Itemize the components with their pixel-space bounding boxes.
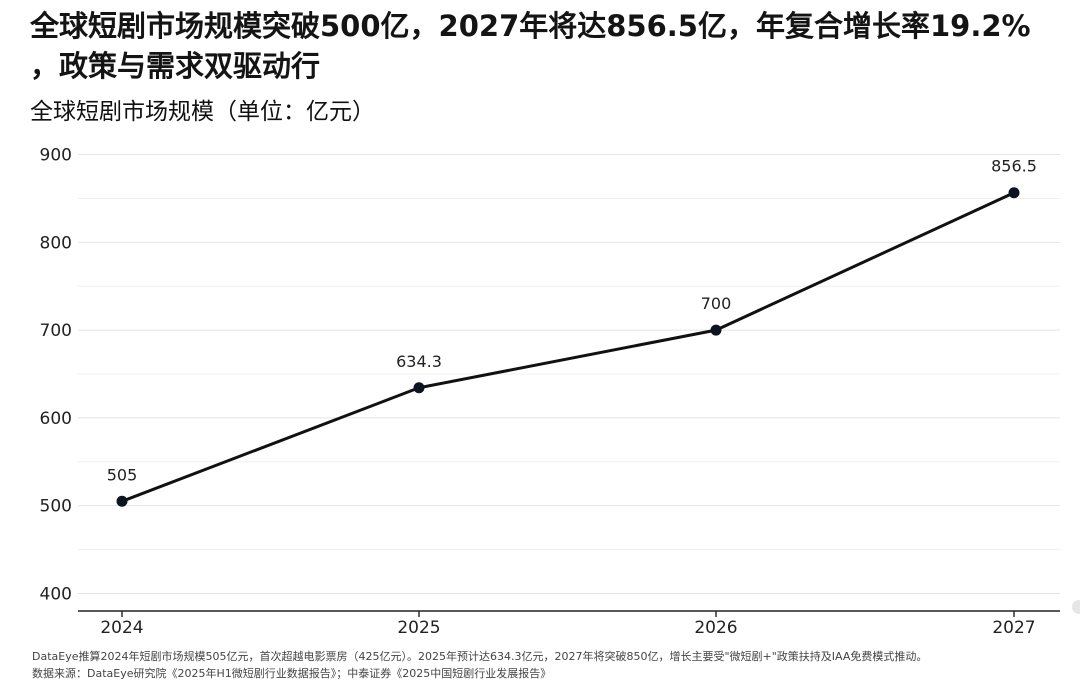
data-point (413, 382, 425, 394)
y-tick-label: 400 (40, 584, 72, 604)
y-tick-label: 800 (40, 233, 72, 253)
footnotes: DataEye推算2024年短剧市场规模505亿元，首次超越电影票房（425亿元… (32, 648, 1072, 682)
series-layer (116, 187, 1020, 507)
footnote-source: 数据来源：DataEye研究院《2025年H1微短剧行业数据报告》；中泰证券《2… (32, 667, 552, 680)
x-tick-label: 2025 (397, 618, 440, 638)
x-tick-label: 2027 (992, 618, 1035, 638)
headline: 全球短剧市场规模突破500亿，2027年将达856.5亿，年复合增长率19.2%… (30, 6, 1070, 86)
data-label: 856.5 (991, 157, 1037, 176)
scroll-indicator[interactable] (1072, 600, 1080, 614)
gridlines (78, 154, 1060, 594)
axes: 400 500 600 700 800 900 2024 2025 2026 2027 (40, 146, 1060, 638)
data-label: 634.3 (396, 352, 442, 371)
y-tick-label: 900 (40, 146, 72, 166)
x-tick-label: 2024 (100, 618, 143, 638)
y-tick-label: 600 (40, 409, 72, 429)
chart-title: 全球短剧市场规模（单位：亿元） (30, 99, 375, 125)
headline-line-1: 全球短剧市场规模突破500亿，2027年将达856.5亿，年复合增长率19.2% (30, 9, 1031, 43)
series-line (120, 191, 1016, 503)
footnote-summary: DataEye推算2024年短剧市场规模505亿元，首次超越电影票房（425亿元… (32, 650, 928, 663)
labels-layer: 505 634.3 700 856.5 (107, 157, 1037, 485)
headline-line-2: ，政策与需求双驱动行 (30, 49, 321, 83)
data-point (710, 324, 722, 336)
x-tick-label: 2026 (694, 618, 737, 638)
data-point (116, 495, 128, 507)
data-label: 700 (701, 294, 732, 313)
y-tick-label: 500 (40, 497, 72, 517)
y-tick-label: 700 (40, 321, 72, 341)
data-point (1008, 187, 1020, 199)
data-label: 505 (107, 465, 138, 484)
